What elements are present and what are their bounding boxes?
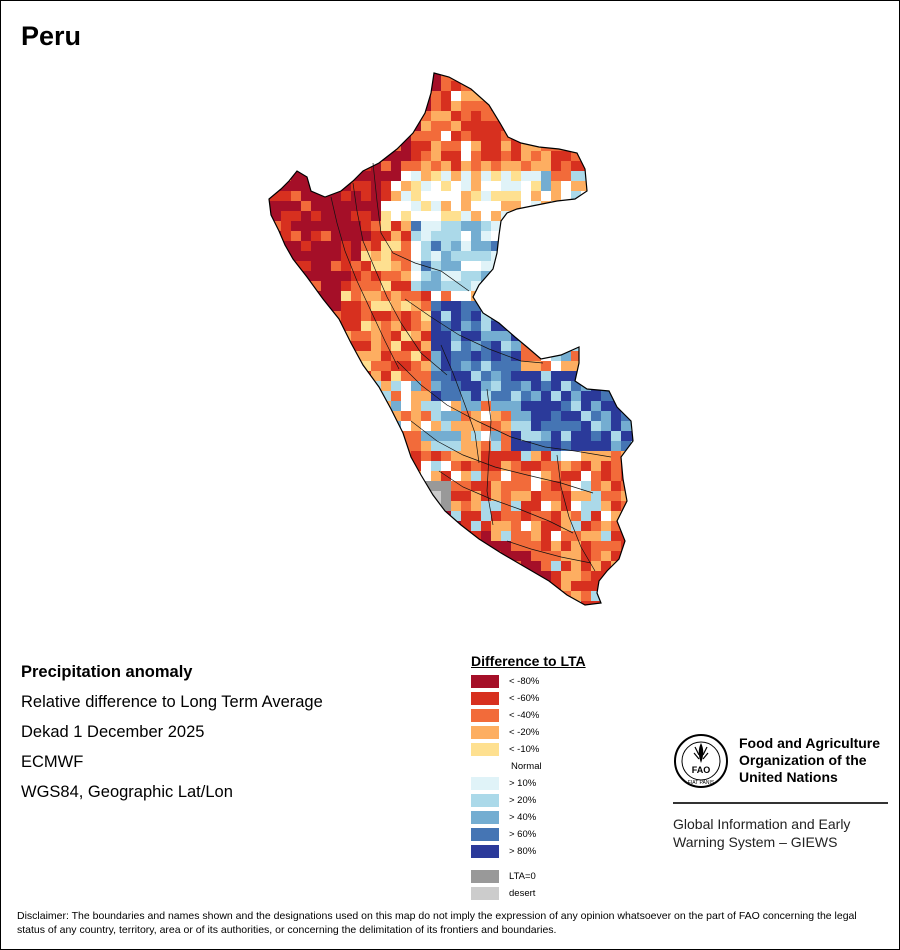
organization-name-line: Food and Agriculture	[739, 735, 881, 751]
legend-swatch	[471, 870, 499, 883]
legend-item: > 10%	[471, 775, 671, 792]
legend-swatch	[471, 794, 499, 807]
region-boundaries	[330, 162, 612, 572]
legend-item: Normal	[471, 758, 671, 775]
info-heading: Precipitation anomaly	[21, 663, 193, 681]
map-area	[1, 1, 899, 641]
disclaimer: Disclaimer: The boundaries and names sho…	[17, 910, 857, 936]
legend-label: < -80%	[509, 676, 540, 687]
legend: Difference to LTA < -80% < -60% < -40% < -2…	[471, 653, 671, 902]
organization-name-line: United Nations	[739, 769, 838, 785]
anomaly-grid	[269, 73, 633, 605]
info-line-source: ECMWF	[21, 753, 84, 771]
region-boundary	[410, 420, 594, 494]
region-boundary	[372, 162, 470, 292]
legend-item: < -60%	[471, 690, 671, 707]
legend-item: desert	[471, 885, 671, 902]
legend-label: > 10%	[509, 778, 537, 789]
legend-swatch	[471, 726, 499, 739]
legend-label: < -10%	[509, 744, 540, 755]
legend-swatch	[471, 828, 499, 841]
legend-label: LTA=0	[509, 871, 536, 882]
legend-swatch	[471, 743, 499, 756]
legend-item: > 80%	[471, 843, 671, 860]
region-boundary	[404, 298, 544, 364]
organization-name-line: Organization of the	[739, 752, 867, 768]
legend-label: > 60%	[509, 829, 537, 840]
program-name-line: Warning System – GIEWS	[673, 834, 838, 850]
program-name-line: Global Information and Early	[673, 816, 851, 832]
legend-swatch	[471, 811, 499, 824]
legend-label: < -40%	[509, 710, 540, 721]
map-title: Peru	[21, 21, 82, 51]
region-boundary	[506, 540, 592, 564]
legend-label: > 80%	[509, 846, 537, 857]
region-boundary	[330, 196, 400, 370]
legend-swatch	[471, 692, 499, 705]
legend-item: > 40%	[471, 809, 671, 826]
legend-label: Normal	[511, 761, 542, 772]
legend-item: < -40%	[471, 707, 671, 724]
region-boundary	[556, 454, 596, 572]
legend-swatch	[471, 845, 499, 858]
legend-label: < -20%	[509, 727, 540, 738]
fao-logo-motto: FIAT PANIS	[688, 780, 715, 786]
divider	[673, 802, 888, 804]
legend-item: < -20%	[471, 724, 671, 741]
region-boundary	[440, 344, 480, 464]
legend-swatch	[471, 777, 499, 790]
fao-logo-icon: FAO FIAT PANIS	[674, 734, 728, 788]
info-line-period: Dekad 1 December 2025	[21, 723, 205, 741]
region-boundary	[438, 470, 574, 534]
fao-logo-text: FAO	[692, 765, 711, 775]
precipitation-anomaly-map	[268, 72, 634, 606]
legend-label: > 20%	[509, 795, 537, 806]
legend-swatch	[471, 887, 499, 900]
legend-label: > 40%	[509, 812, 537, 823]
legend-swatch	[471, 709, 499, 722]
legend-item: > 60%	[471, 826, 671, 843]
legend-label: desert	[509, 888, 536, 899]
legend-item: < -80%	[471, 673, 671, 690]
region-boundary	[352, 182, 448, 376]
legend-swatch	[471, 675, 499, 688]
legend-item: > 20%	[471, 792, 671, 809]
program-name: Global Information and Early Warning Sys…	[673, 815, 850, 851]
legend-label: < -60%	[509, 693, 540, 704]
legend-item: < -10%	[471, 741, 671, 758]
map-info: Precipitation anomaly Relative differenc…	[21, 657, 323, 807]
region-boundary	[396, 360, 612, 458]
region-boundary	[486, 388, 494, 526]
legend-items: < -80% < -60% < -40% < -20% < -10% Normal > 10…	[471, 673, 671, 902]
info-line-description: Relative difference to Long Term Average	[21, 693, 323, 711]
legend-item: LTA=0	[471, 868, 671, 885]
info-line-projection: WGS84, Geographic Lat/Lon	[21, 783, 233, 801]
organization-name: Food and Agriculture Organization of the…	[739, 735, 880, 786]
legend-title: Difference to LTA	[471, 653, 586, 669]
